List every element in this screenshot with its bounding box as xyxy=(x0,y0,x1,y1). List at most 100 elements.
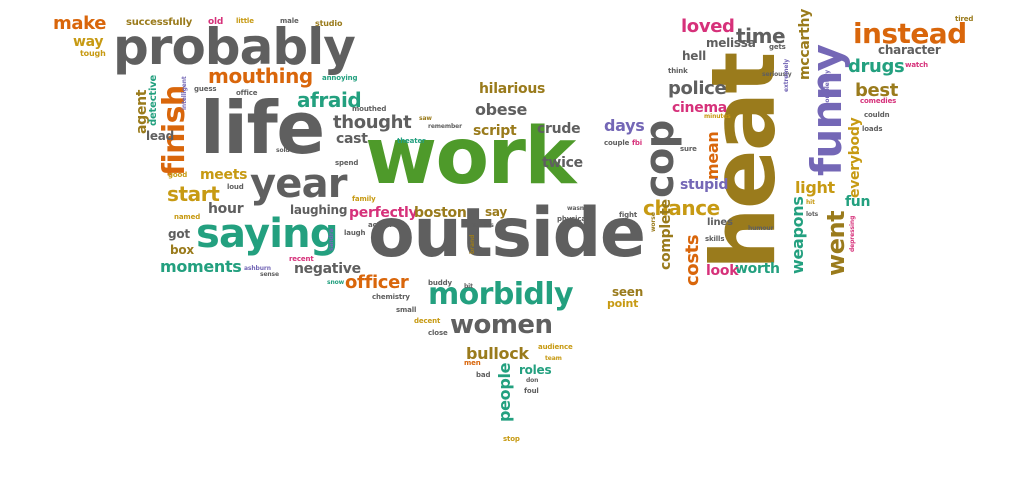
word-minutes: minutes xyxy=(704,113,731,120)
word-comedies: comedies xyxy=(860,97,897,105)
word-laughing: laughing xyxy=(290,203,348,217)
word-fight: fight xyxy=(619,211,638,219)
word-recent: recent xyxy=(289,255,314,263)
word-mouthed: mouthed xyxy=(352,105,387,113)
word-work: work xyxy=(365,112,576,202)
word-outside: outside xyxy=(368,194,646,273)
word-people: people xyxy=(495,362,514,422)
word-seen: seen xyxy=(612,285,644,299)
word-ashburn: ashburn xyxy=(244,265,271,272)
word-studio: studio xyxy=(315,19,343,28)
word-audience: audience xyxy=(538,343,573,351)
word-everybody: everybody xyxy=(847,117,863,198)
word-spend: spend xyxy=(335,159,359,167)
word-guess: guess xyxy=(194,85,217,93)
word-best: best xyxy=(855,80,898,101)
word-fbi: fbi xyxy=(632,139,643,147)
word-cast: cast xyxy=(336,131,368,147)
word-mullins: mullins xyxy=(470,222,494,229)
word-successfully: successfully xyxy=(126,17,193,28)
word-life: life xyxy=(200,86,325,170)
word-action: action xyxy=(368,221,392,229)
word-point: point xyxy=(607,297,639,310)
word-fun: fun xyxy=(845,194,871,210)
word-male: male xyxy=(280,17,299,25)
word-mean: mean xyxy=(703,131,722,180)
word-wasn: wasn xyxy=(567,205,584,212)
word-theater: theater xyxy=(397,137,426,145)
word-saw: saw xyxy=(419,115,432,122)
word-couldn: couldn xyxy=(864,111,890,119)
word-meets: meets xyxy=(200,167,248,183)
word-snow: snow xyxy=(327,279,345,286)
word-worse: worse xyxy=(650,212,657,232)
word-complete: complete xyxy=(658,199,674,270)
word-tired: tired xyxy=(955,15,974,23)
word-say: say xyxy=(485,205,507,219)
word-mccarthy: mccarthy xyxy=(797,8,813,80)
word-intelligent: intelligent xyxy=(181,76,188,110)
word-year: year xyxy=(250,161,348,207)
word-obese: obese xyxy=(475,100,528,119)
word-costs: costs xyxy=(682,234,703,286)
word-physical: physical xyxy=(557,215,589,223)
word-decent: decent xyxy=(414,317,441,325)
word-extremely: extremely xyxy=(783,58,790,92)
word-thought: thought xyxy=(333,112,412,133)
word-days: days xyxy=(604,116,645,135)
word-office: office xyxy=(236,89,258,97)
word-foul: foul xyxy=(524,387,539,395)
word-make: make xyxy=(53,13,107,34)
word-cinema: cinema xyxy=(672,100,727,116)
word-women: women xyxy=(450,310,553,340)
word-roles: roles xyxy=(519,363,552,377)
word-men: men xyxy=(464,359,481,367)
word-named: named xyxy=(174,213,201,221)
word-crude: crude xyxy=(537,121,581,137)
word-annoying: annoying xyxy=(322,74,358,82)
word-brand: brand xyxy=(469,234,476,254)
word-couple: couple xyxy=(604,139,630,147)
word-negative: negative xyxy=(294,261,361,277)
word-small: small xyxy=(396,306,417,314)
word-perfectly: perfectly xyxy=(349,205,418,221)
word-saying: saying xyxy=(196,211,338,257)
word-twice: twice xyxy=(542,155,583,171)
word-humour: humour xyxy=(748,225,774,232)
word-way: way xyxy=(73,34,104,50)
word-close: close xyxy=(428,329,448,337)
word-character: character xyxy=(878,43,941,57)
word-look: look xyxy=(706,263,739,279)
word-mouthing: mouthing xyxy=(208,64,313,88)
word-family: family xyxy=(352,195,376,203)
word-think: think xyxy=(668,67,688,75)
word-lead: lead xyxy=(146,129,174,143)
word-boston: boston xyxy=(414,205,467,221)
word-police: police xyxy=(668,78,727,99)
word-sure: sure xyxy=(680,145,697,153)
word-stupid: stupid xyxy=(680,177,729,193)
word-little: little xyxy=(236,17,254,25)
word-old: old xyxy=(208,17,224,27)
word-chance: chance xyxy=(643,196,720,220)
word-team: team xyxy=(545,355,562,362)
word-morbidly: morbidly xyxy=(428,277,574,312)
word-officer: officer xyxy=(345,272,409,293)
word-sandra: sandra xyxy=(328,228,335,251)
word-tough: tough xyxy=(80,49,106,58)
word-script: script xyxy=(473,123,517,139)
word-gets: gets xyxy=(769,43,786,51)
word-afraid: afraid xyxy=(297,88,362,112)
word-watch: watch xyxy=(905,61,928,69)
word-stop: stop xyxy=(503,435,520,443)
word-went: went xyxy=(822,210,850,276)
word-sold: sold xyxy=(276,147,290,154)
word-moments: moments xyxy=(160,257,242,276)
word-loved: loved xyxy=(681,16,735,37)
word-sense: sense xyxy=(260,271,279,278)
word-start: start xyxy=(167,182,220,206)
word-skills: skills xyxy=(705,235,725,243)
word-laugh: laugh xyxy=(344,229,366,237)
word-probably: probably xyxy=(113,18,356,76)
